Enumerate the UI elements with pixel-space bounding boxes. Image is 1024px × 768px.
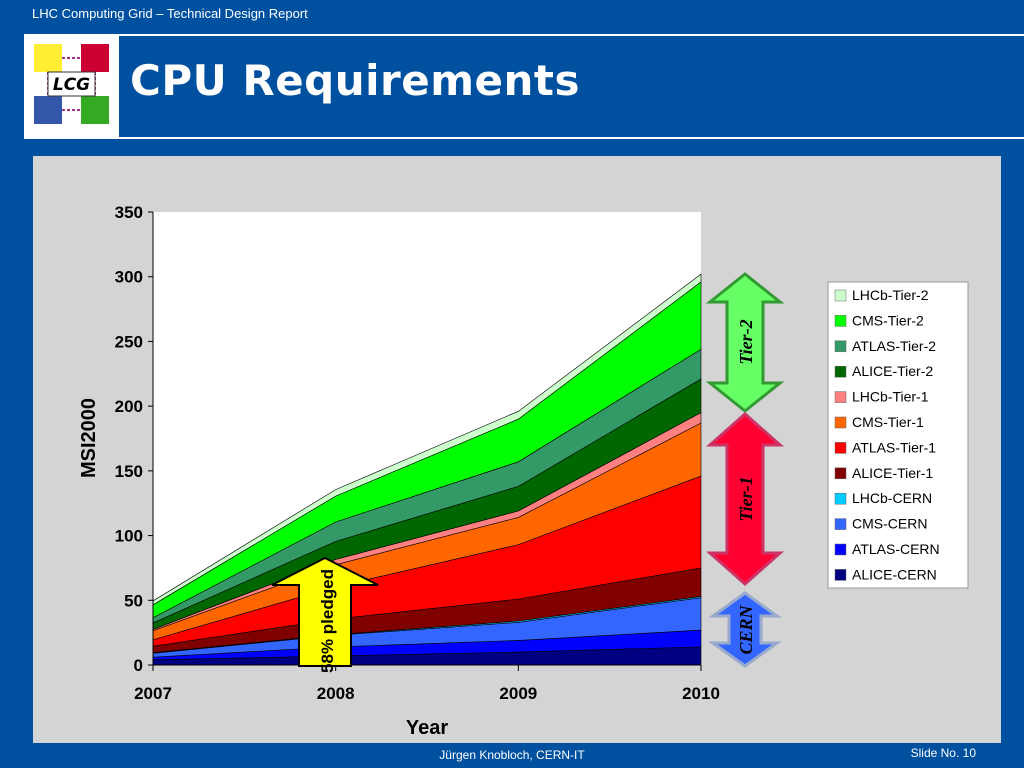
lcg-logo-graphic: LCG [34, 44, 109, 124]
footer-author: Jürgen Knobloch, CERN-IT [439, 748, 585, 762]
lcg-logo: LCG [24, 34, 119, 137]
legend-swatch [834, 289, 847, 302]
y-tick-label: 350 [115, 203, 143, 222]
legend-swatch [834, 467, 847, 480]
legend-swatch [834, 391, 847, 403]
cpu-requirements-chart: 0 50 100 150 200 250 300 350 2007 2008 2009 2010 Y… [78, 203, 969, 739]
y-tick-label: 200 [115, 397, 143, 416]
legend-label: CMS-Tier-1 [852, 414, 924, 430]
y-tick-label: 50 [124, 591, 143, 610]
legend-box [827, 281, 969, 589]
legend-swatch [834, 365, 847, 378]
legend-swatch [834, 442, 847, 454]
pledged-text: 58% pledged [318, 569, 337, 673]
legend-swatch [834, 569, 847, 581]
legend-label: LHCb-CERN [852, 490, 932, 506]
legend-swatch [834, 492, 847, 505]
x-tick-label: 2010 [682, 684, 720, 703]
x-tick-label: 2009 [499, 684, 537, 703]
logo-text: LCG [53, 75, 90, 95]
y-tick-label: 300 [115, 268, 143, 287]
x-axis-title: Year [406, 717, 448, 739]
pledged-arrow: 58% pledged [271, 556, 379, 673]
cern-label: CERN [736, 604, 756, 654]
legend-swatch [834, 518, 847, 530]
legend-swatch [834, 416, 847, 429]
legend-label: ATLAS-CERN [852, 541, 940, 557]
y-tick-label: 100 [115, 527, 143, 546]
y-tick-label: 250 [115, 332, 143, 351]
header-text: LHC Computing Grid – Technical Design Re… [32, 6, 308, 21]
legend-swatch [834, 315, 847, 327]
legend-label: LHCb-Tier-1 [852, 389, 929, 405]
y-axis-title: MSI2000 [78, 398, 100, 478]
tier1-label: Tier-1 [736, 476, 756, 521]
x-tick-label: 2008 [317, 684, 355, 703]
legend-swatch [834, 340, 847, 353]
area-lhcb-tier-2 [152, 273, 702, 606]
x-tick-label: 2007 [134, 684, 172, 703]
legend-label: CMS-CERN [852, 516, 927, 532]
legend-label: LHCb-Tier-2 [852, 287, 929, 303]
cern-arrow: CERN [708, 591, 782, 668]
legend-label: ALICE-Tier-1 [852, 465, 933, 481]
tier1-arrow: Tier-1 [706, 411, 784, 587]
y-tick-label: 0 [134, 656, 143, 675]
footer-slide-number: Slide No. 10 [910, 746, 976, 760]
page-title: CPU Requirements [130, 56, 580, 105]
legend-label: ATLAS-Tier-1 [852, 439, 936, 455]
legend: LHCb-Tier-2 CMS-Tier-2 ATLAS-Tier-2 ALICE-T… [827, 281, 969, 589]
y-tick-label: 150 [115, 462, 143, 481]
chart-panel: 0 50 100 150 200 250 300 350 2007 2008 2009 2010 Y… [33, 156, 1001, 743]
title-bar [24, 34, 1024, 139]
legend-label: CMS-Tier-2 [852, 312, 924, 328]
legend-label: ALICE-CERN [852, 566, 937, 582]
tier2-label: Tier-2 [736, 319, 756, 364]
tier2-arrow: Tier-2 [705, 272, 785, 413]
legend-label: ALICE-Tier-2 [852, 363, 933, 379]
legend-label: ATLAS-Tier-2 [852, 338, 936, 354]
legend-swatch [834, 543, 847, 556]
